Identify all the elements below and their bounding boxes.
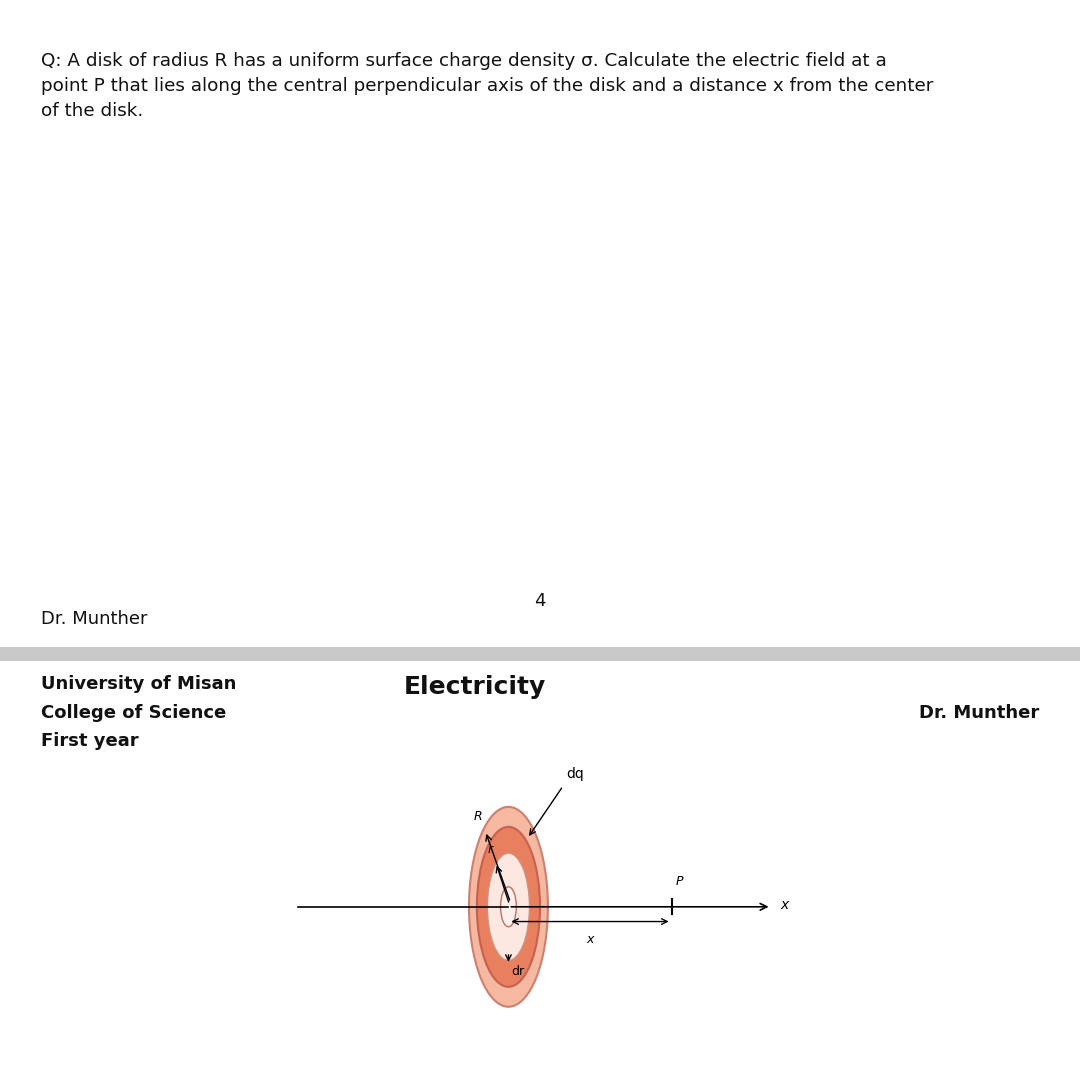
Text: dq: dq (566, 767, 584, 781)
Ellipse shape (469, 807, 548, 1007)
Ellipse shape (477, 826, 540, 987)
Text: dr: dr (512, 964, 525, 977)
Text: College of Science: College of Science (41, 704, 227, 722)
Text: R: R (474, 810, 483, 823)
Text: Dr. Munther: Dr. Munther (919, 704, 1039, 722)
Text: 4: 4 (535, 592, 545, 610)
Text: Electricity: Electricity (404, 675, 546, 699)
Text: x: x (586, 933, 594, 946)
Ellipse shape (500, 887, 516, 926)
Text: First year: First year (41, 732, 138, 750)
Text: University of Misan: University of Misan (41, 675, 237, 694)
Text: Q: A disk of radius R has a uniform surface charge density σ. Calculate the elec: Q: A disk of radius R has a uniform surf… (41, 52, 933, 121)
Text: x: x (780, 898, 788, 912)
Text: P: P (676, 875, 684, 888)
Text: r: r (488, 844, 494, 856)
Text: Dr. Munther: Dr. Munther (41, 609, 148, 628)
Ellipse shape (487, 854, 529, 960)
